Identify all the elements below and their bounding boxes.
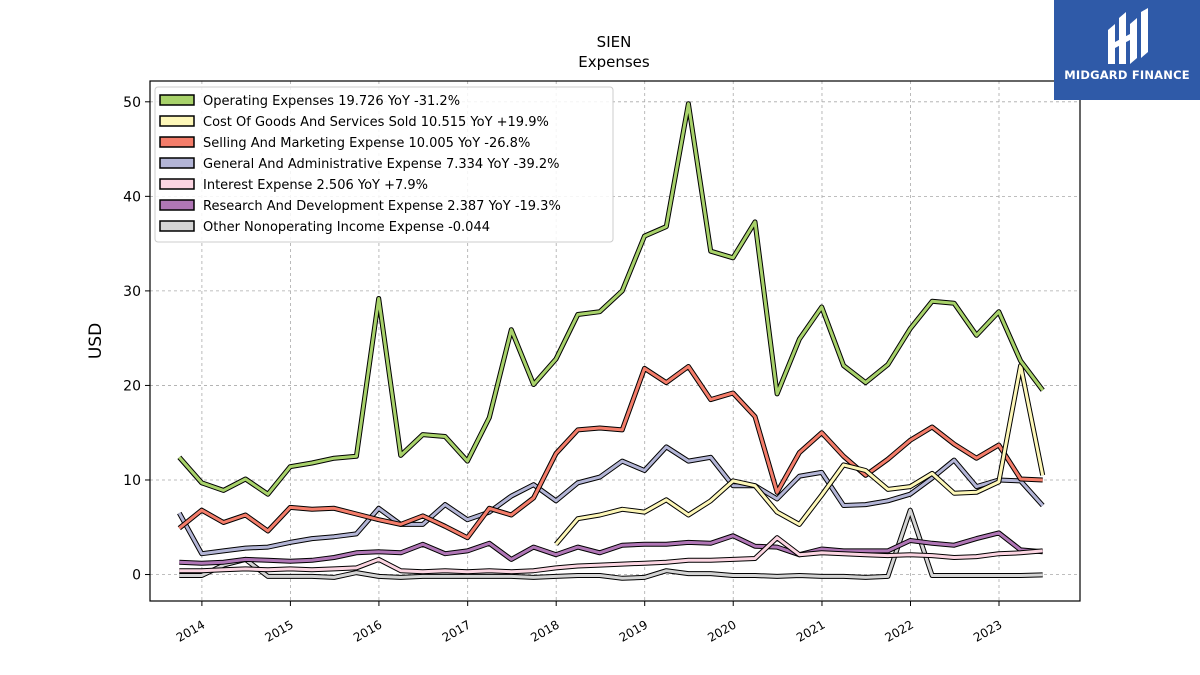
x-tick-label: 2015 (262, 617, 295, 644)
x-tick-label: 2017 (440, 617, 473, 644)
x-tick-label: 2014 (174, 617, 207, 644)
legend-label: Selling And Marketing Expense 10.005 YoY… (203, 136, 530, 151)
legend: Operating Expenses 19.726 YoY -31.2% Cost… (154, 86, 614, 243)
series-lines (177, 101, 1046, 581)
x-tick-label: 2019 (617, 617, 650, 644)
legend-swatch (159, 136, 195, 148)
legend-box (154, 86, 614, 243)
series-line (179, 531, 1043, 565)
legend-label: Interest Expense 2.506 YoY +7.9% (203, 178, 428, 193)
y-axis-label: USD (86, 323, 106, 359)
series-line (178, 365, 1043, 540)
legend-swatch (159, 157, 195, 169)
chart-subtitle: Expenses (578, 53, 650, 71)
legend-swatch (159, 94, 195, 106)
midgard-m-logo-icon (1108, 8, 1148, 64)
x-tick-label: 2023 (971, 617, 1004, 644)
x-tick-label: 2021 (794, 617, 827, 644)
y-tick-label: 30 (123, 284, 141, 300)
legend-label: Cost Of Goods And Services Sold 10.515 Y… (203, 115, 549, 130)
brand-logo: MIDGARD FINANCE (1054, 0, 1200, 100)
y-tick-label: 10 (123, 473, 141, 489)
chart-title: SIEN (597, 33, 632, 51)
y-tick-label: 40 (123, 189, 141, 205)
y-tick-label: 0 (132, 568, 141, 584)
legend-label: General And Administrative Expense 7.334… (203, 157, 560, 172)
x-tick-label: 2020 (705, 617, 738, 644)
legend-swatch (159, 220, 195, 232)
legend-swatch (159, 178, 195, 190)
x-tick-label: 2016 (351, 617, 384, 644)
legend-label: Operating Expenses 19.726 YoY -31.2% (203, 94, 460, 109)
legend-swatch (159, 199, 195, 211)
legend-label: Research And Development Expense 2.387 Y… (203, 199, 561, 214)
brand-name: MIDGARD FINANCE (1064, 68, 1190, 82)
plot-frame (149, 80, 1081, 602)
x-tick-label: 2022 (883, 617, 916, 644)
legend-swatch (159, 115, 195, 127)
y-tick-label: 20 (123, 378, 141, 394)
series-line (178, 102, 1044, 496)
x-tick-label: 2018 (528, 617, 561, 644)
series-line (177, 445, 1044, 556)
series-line (179, 536, 1043, 574)
y-tick-label: 50 (123, 95, 141, 111)
legend-label: Other Nonoperating Income Expense -0.044 (203, 220, 490, 235)
series-line (554, 364, 1045, 546)
